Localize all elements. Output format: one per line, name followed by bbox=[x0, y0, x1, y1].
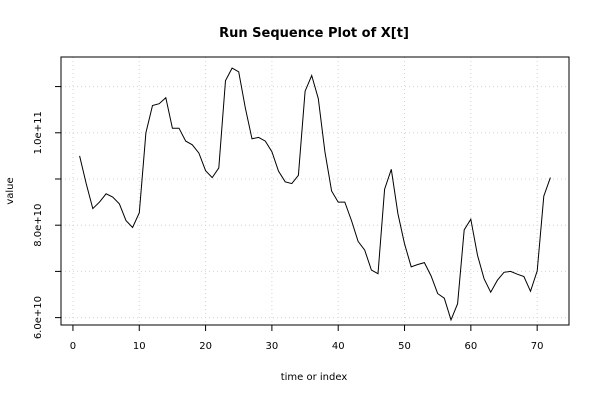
y-tick-label: 1.0e+11 bbox=[33, 111, 44, 154]
x-axis: 0 10 20 30 40 50 60 70 bbox=[70, 325, 544, 352]
x-tick-label: 10 bbox=[133, 341, 146, 352]
x-tick-label: 20 bbox=[199, 341, 212, 352]
plot-frame bbox=[60, 56, 570, 326]
y-tick-label: 8.0e+10 bbox=[33, 204, 44, 247]
y-tick-label: 6.0e+10 bbox=[33, 296, 44, 339]
y-axis: 6.0e+10 8.0e+10 1.0e+11 bbox=[33, 86, 61, 339]
x-tick-label: 50 bbox=[398, 341, 411, 352]
x-tick-label: 60 bbox=[464, 341, 477, 352]
x-tick-label: 0 bbox=[70, 341, 76, 352]
x-tick-label: 70 bbox=[531, 341, 544, 352]
grid-layer bbox=[61, 57, 569, 325]
x-tick-label: 40 bbox=[332, 341, 345, 352]
chart-title: Run Sequence Plot of X[t] bbox=[219, 26, 409, 41]
series-line bbox=[79, 67, 551, 322]
x-axis-label: time or index bbox=[281, 372, 348, 383]
x-tick-label: 30 bbox=[266, 341, 279, 352]
y-axis-label: value bbox=[5, 177, 16, 204]
series-layer bbox=[79, 67, 551, 322]
